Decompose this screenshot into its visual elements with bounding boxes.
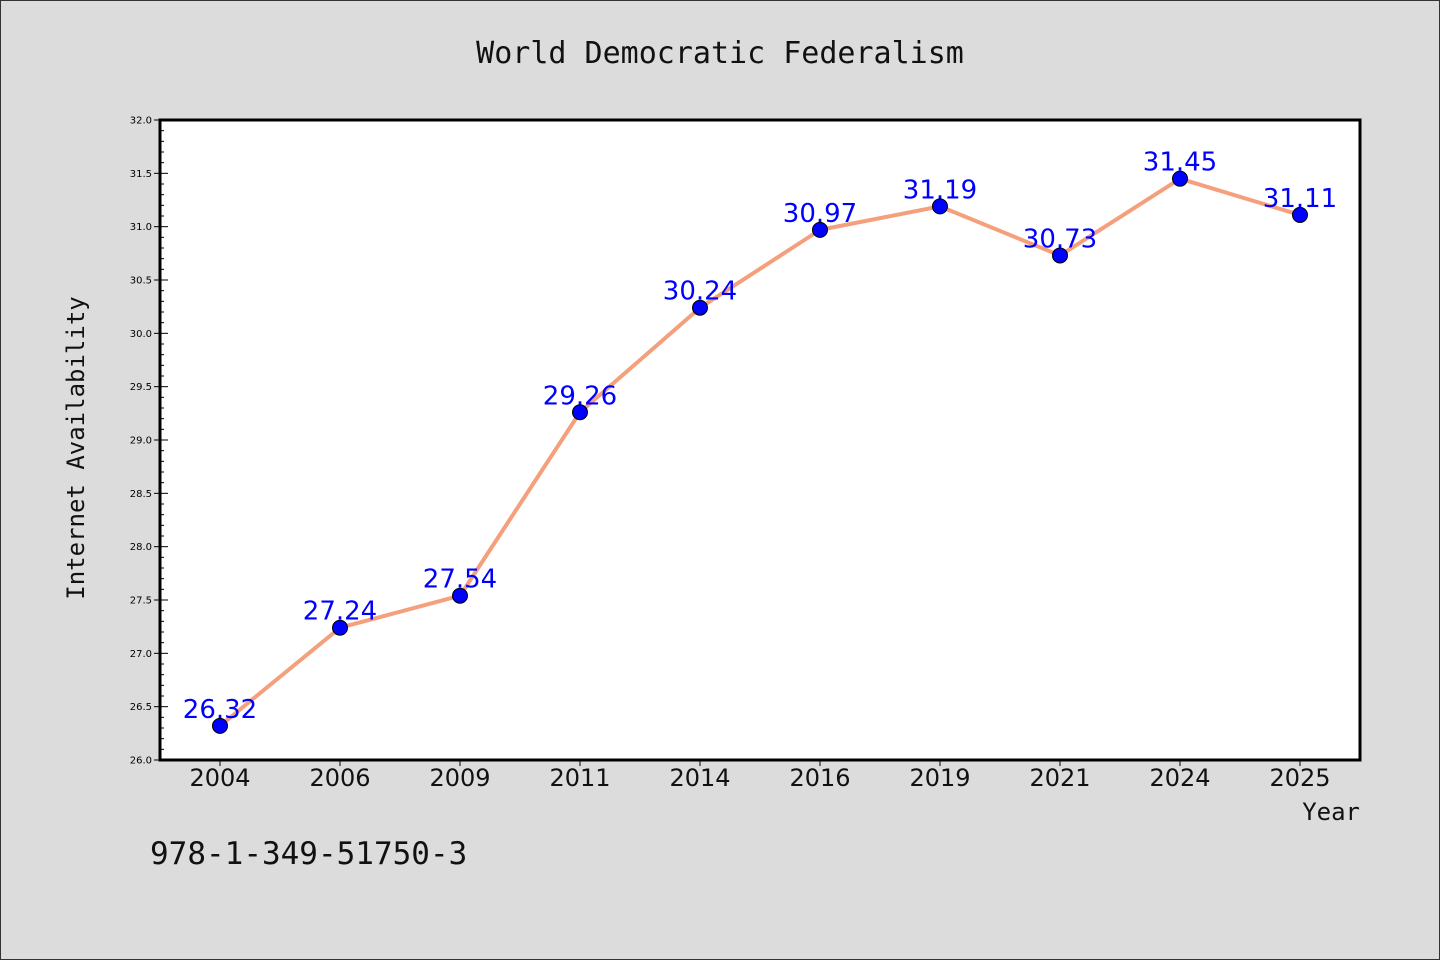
data-point (332, 619, 348, 636)
y-tick-label: 30.0 (130, 329, 152, 340)
y-tick-label: 29.0 (130, 436, 152, 447)
y-tick-label: 32.0 (130, 116, 152, 127)
data-label: 31.45 (1143, 148, 1217, 178)
data-labels: 26.32 27.24 27.54 29.26 30.24 30.97 31.19 30.73… (183, 148, 1337, 725)
x-axis-label: Year (1302, 798, 1360, 826)
y-tick-label: 29.5 (130, 382, 152, 393)
plot-area (160, 120, 1360, 760)
x-tick-label: 2016 (789, 764, 850, 792)
plot-frame (158, 118, 1362, 762)
y-tick-label: 28.0 (130, 542, 152, 553)
x-tick-label: 2021 (1029, 764, 1090, 792)
y-axis-label: Internet Availability (62, 296, 90, 599)
y-tick-label: 27.0 (130, 649, 152, 660)
data-point (932, 198, 948, 215)
data-label: 30.24 (663, 277, 737, 307)
x-tick-label: 2004 (189, 764, 250, 792)
x-tick-label: 2014 (669, 764, 730, 792)
data-point (212, 717, 228, 734)
y-tick-label: 31.0 (130, 222, 152, 233)
data-label: 30.73 (1023, 224, 1097, 254)
x-tick-label: 2009 (429, 764, 490, 792)
data-label: 31.11 (1263, 184, 1337, 214)
y-tick-label: 26.0 (130, 756, 152, 767)
data-label: 26.32 (183, 695, 257, 725)
y-tick-label: 26.5 (130, 702, 152, 713)
chart-title: World Democratic Federalism (476, 36, 964, 71)
data-label: 29.26 (543, 381, 617, 411)
x-tick-label: 2024 (1149, 764, 1210, 792)
data-label: 27.54 (423, 565, 497, 595)
x-tick-label: 2011 (549, 764, 610, 792)
y-tick-label: 28.5 (130, 489, 152, 500)
x-tick-label: 2025 (1269, 764, 1330, 792)
data-point (452, 587, 468, 604)
y-tick-label: 31.5 (130, 169, 152, 180)
x-tick-label: 2019 (909, 764, 970, 792)
data-label: 27.24 (303, 597, 377, 627)
x-tick-label: 2006 (309, 764, 370, 792)
data-point (1052, 247, 1068, 264)
data-point (1172, 170, 1188, 187)
series-line (218, 176, 1301, 728)
series-layer (212, 170, 1308, 734)
data-point (1292, 206, 1308, 223)
data-label: 31.19 (903, 175, 977, 205)
isbn-text: 978-1-349-51750-3 (150, 836, 467, 872)
y-tick-label: 30.5 (130, 276, 152, 287)
data-point (572, 404, 588, 421)
y-tick-label: 27.5 (130, 596, 152, 607)
data-point (812, 221, 828, 238)
axis-ticks: 26.0 26.5 27.0 27.5 28.0 28.5 29.0 29.5 30.0 30.5… (130, 116, 1331, 793)
data-label: 30.97 (783, 199, 857, 229)
data-point (692, 299, 708, 316)
